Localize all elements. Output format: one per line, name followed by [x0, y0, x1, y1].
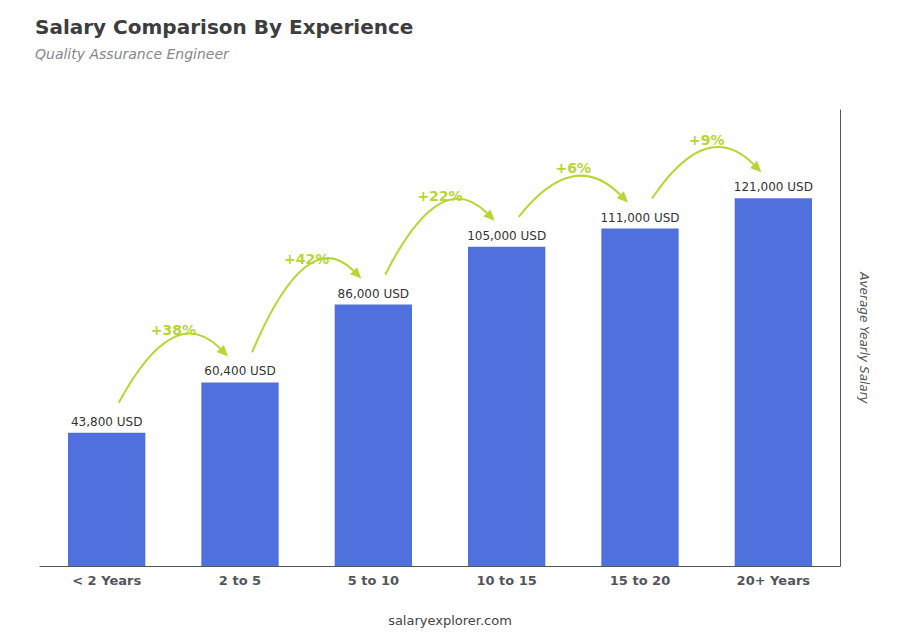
svg-text:60,400 USD: 60,400 USD — [204, 364, 275, 378]
svg-text:Salary Comparison By Experienc: Salary Comparison By Experience — [35, 15, 413, 39]
svg-text:111,000 USD: 111,000 USD — [600, 211, 679, 225]
svg-text:86,000 USD: 86,000 USD — [338, 287, 409, 301]
svg-text:105,000 USD: 105,000 USD — [467, 229, 546, 243]
svg-text:+42%: +42% — [284, 251, 329, 267]
svg-text:+6%: +6% — [556, 160, 592, 176]
svg-text:+22%: +22% — [417, 188, 462, 204]
svg-text:5 to 10: 5 to 10 — [348, 573, 399, 588]
svg-text:43,800 USD: 43,800 USD — [71, 415, 142, 429]
svg-text:+9%: +9% — [689, 132, 725, 148]
svg-text:10 to 15: 10 to 15 — [476, 573, 536, 588]
svg-text:15 to 20: 15 to 20 — [610, 573, 670, 588]
svg-text:< 2 Years: < 2 Years — [72, 573, 141, 588]
svg-text:Average Yearly Salary: Average Yearly Salary — [857, 271, 871, 404]
svg-text:salaryexplorer.com: salaryexplorer.com — [388, 613, 512, 628]
svg-text:Quality Assurance Engineer: Quality Assurance Engineer — [35, 46, 230, 62]
svg-text:121,000 USD: 121,000 USD — [734, 180, 813, 194]
svg-text:2 to 5: 2 to 5 — [219, 573, 261, 588]
svg-text:+38%: +38% — [151, 322, 196, 338]
svg-text:20+ Years: 20+ Years — [737, 573, 811, 588]
